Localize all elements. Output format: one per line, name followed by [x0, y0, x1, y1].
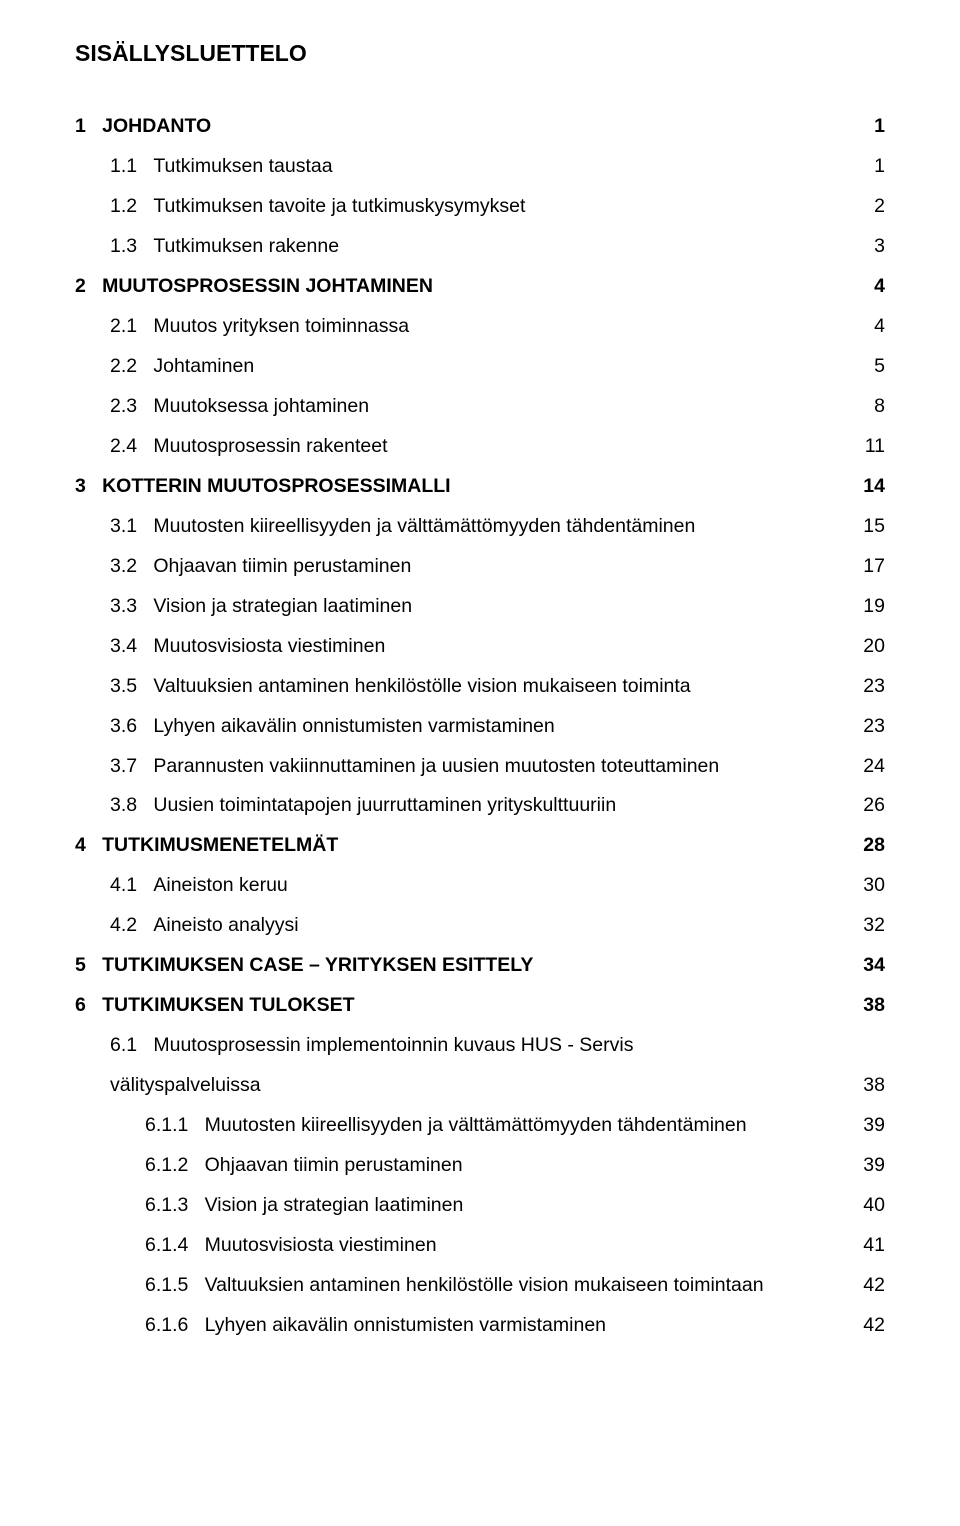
toc-entry[interactable]: 6.1.2 Ohjaavan tiimin perustaminen 39 [75, 1146, 885, 1186]
toc-entry[interactable]: 2.3 Muutoksessa johtaminen 8 [75, 387, 885, 427]
toc-entry-label: välityspalveluissa [110, 1066, 261, 1106]
toc-entry-page: 34 [863, 946, 885, 986]
toc-title: SISÄLLYSLUETTELO [75, 40, 885, 67]
toc-entry-label: 4.1 Aineiston keruu [110, 866, 288, 906]
toc-entry-label: 3.6 Lyhyen aikavälin onnistumisten varmi… [110, 707, 555, 747]
toc-entry-label: 1.3 Tutkimuksen rakenne [110, 227, 339, 267]
toc-entry-page: 42 [863, 1306, 885, 1346]
toc-entry-page: 8 [874, 387, 885, 427]
toc-entry-page: 11 [865, 427, 885, 467]
toc-entry-page: 1 [874, 107, 885, 147]
toc-entry-label: 5 TUTKIMUKSEN CASE – YRITYKSEN ESITTELY [75, 946, 533, 986]
toc-entry-page: 26 [863, 786, 885, 826]
toc-entry[interactable]: 4.2 Aineisto analyysi 32 [75, 906, 885, 946]
toc-entry-page: 2 [874, 187, 885, 227]
toc-entry-page: 40 [863, 1186, 885, 1226]
toc-entry[interactable]: 2.2 Johtaminen 5 [75, 347, 885, 387]
toc-entry-page: 15 [863, 507, 885, 547]
toc-entry[interactable]: 6.1.6 Lyhyen aikavälin onnistumisten var… [75, 1306, 885, 1346]
toc-entry[interactable]: 3.8 Uusien toimintatapojen juurruttamine… [75, 786, 885, 826]
toc-entry-page: 42 [863, 1266, 885, 1306]
toc-entry-label: 3.1 Muutosten kiireellisyyden ja välttäm… [110, 507, 695, 547]
toc-entry-label: 2.4 Muutosprosessin rakenteet [110, 427, 388, 467]
toc-entry-page: 39 [863, 1146, 885, 1186]
toc-entry[interactable]: 2.4 Muutosprosessin rakenteet 11 [75, 427, 885, 467]
toc-entry-label: 6.1.5 Valtuuksien antaminen henkilöstöll… [145, 1266, 764, 1306]
toc-entry-label: 2.1 Muutos yrityksen toiminnassa [110, 307, 409, 347]
toc-entry-page: 30 [863, 866, 885, 906]
toc-entry-label: 3 KOTTERIN MUUTOSPROSESSIMALLI [75, 467, 451, 507]
toc-entry[interactable]: 3.1 Muutosten kiireellisyyden ja välttäm… [75, 507, 885, 547]
toc-entry-page: 14 [863, 467, 885, 507]
toc-entry-page: 5 [874, 347, 885, 387]
toc-entry[interactable]: 3 KOTTERIN MUUTOSPROSESSIMALLI 14 [75, 467, 885, 507]
toc-entry-label: 3.2 Ohjaavan tiimin perustaminen [110, 547, 411, 587]
toc-entry-page: 17 [863, 547, 885, 587]
toc-entry[interactable]: välityspalveluissa 38 [75, 1066, 885, 1106]
toc-entry[interactable]: 2.1 Muutos yrityksen toiminnassa 4 [75, 307, 885, 347]
toc-entry-page: 4 [874, 307, 885, 347]
toc-entry-label: 3.3 Vision ja strategian laatiminen [110, 587, 412, 627]
toc-entry-page: 23 [863, 667, 885, 707]
toc-entry[interactable]: 2 MUUTOSPROSESSIN JOHTAMINEN 4 [75, 267, 885, 307]
toc-entry[interactable]: 3.7 Parannusten vakiinnuttaminen ja uusi… [75, 747, 885, 787]
toc-entry-label: 3.7 Parannusten vakiinnuttaminen ja uusi… [110, 747, 719, 787]
toc-entry-label: 3.8 Uusien toimintatapojen juurruttamine… [110, 786, 616, 826]
toc-entry[interactable]: 6.1.5 Valtuuksien antaminen henkilöstöll… [75, 1266, 885, 1306]
toc-entry-label: 3.5 Valtuuksien antaminen henkilöstölle … [110, 667, 691, 707]
toc-entry-page: 32 [863, 906, 885, 946]
toc-entry-page: 1 [874, 147, 885, 187]
toc-entry[interactable]: 6 TUTKIMUKSEN TULOKSET 38 [75, 986, 885, 1026]
toc-entry-page: 19 [863, 587, 885, 627]
toc-entry[interactable]: 1.1 Tutkimuksen taustaa 1 [75, 147, 885, 187]
toc-entry-label: 6.1.3 Vision ja strategian laatiminen [145, 1186, 463, 1226]
toc-entry-page: 20 [863, 627, 885, 667]
toc-entry-page: 23 [863, 707, 885, 747]
toc-entry[interactable]: 1 JOHDANTO 1 [75, 107, 885, 147]
toc-entry[interactable]: 4 TUTKIMUSMENETELMÄT 28 [75, 826, 885, 866]
toc-entry[interactable]: 5 TUTKIMUKSEN CASE – YRITYKSEN ESITTELY … [75, 946, 885, 986]
toc-entry-label: 1 JOHDANTO [75, 107, 211, 147]
toc-entry[interactable]: 6.1.3 Vision ja strategian laatiminen 40 [75, 1186, 885, 1226]
toc-entry-label: 3.4 Muutosvisiosta viestiminen [110, 627, 385, 667]
toc-entry-label: 1.2 Tutkimuksen tavoite ja tutkimuskysym… [110, 187, 525, 227]
toc-entry[interactable]: 3.2 Ohjaavan tiimin perustaminen 17 [75, 547, 885, 587]
toc-entry-label: 6.1.4 Muutosvisiosta viestiminen [145, 1226, 437, 1266]
toc-entry-page: 41 [863, 1226, 885, 1266]
toc-entry-page: 3 [874, 227, 885, 267]
toc-entry[interactable]: 1.2 Tutkimuksen tavoite ja tutkimuskysym… [75, 187, 885, 227]
toc-entry-page: 24 [863, 747, 885, 787]
toc-entry[interactable]: 3.3 Vision ja strategian laatiminen 19 [75, 587, 885, 627]
toc-entry[interactable]: 6.1.4 Muutosvisiosta viestiminen 41 [75, 1226, 885, 1266]
toc-entry-label: 2.2 Johtaminen [110, 347, 254, 387]
toc-entry-page: 4 [874, 267, 885, 307]
toc-entry-page: 28 [863, 826, 885, 866]
toc-entry-label: 1.1 Tutkimuksen taustaa [110, 147, 333, 187]
toc-entry-page: 38 [863, 986, 885, 1026]
toc-entry[interactable]: 4.1 Aineiston keruu 30 [75, 866, 885, 906]
toc-entry[interactable]: 3.4 Muutosvisiosta viestiminen 20 [75, 627, 885, 667]
toc-entry[interactable]: 6.1.1 Muutosten kiireellisyyden ja vältt… [75, 1106, 885, 1146]
page-container: SISÄLLYSLUETTELO 1 JOHDANTO 11.1 Tutkimu… [0, 0, 960, 1386]
toc-entry-label: 6.1.6 Lyhyen aikavälin onnistumisten var… [145, 1306, 606, 1346]
toc-entry-page: 39 [863, 1106, 885, 1146]
toc-list: 1 JOHDANTO 11.1 Tutkimuksen taustaa 11.2… [75, 107, 885, 1346]
toc-entry-label: 6.1.2 Ohjaavan tiimin perustaminen [145, 1146, 463, 1186]
toc-entry-label: 6.1 Muutosprosessin implementoinnin kuva… [110, 1026, 633, 1066]
toc-entry[interactable]: 3.5 Valtuuksien antaminen henkilöstölle … [75, 667, 885, 707]
toc-entry[interactable]: 1.3 Tutkimuksen rakenne 3 [75, 227, 885, 267]
toc-entry-label: 4 TUTKIMUSMENETELMÄT [75, 826, 338, 866]
toc-entry-label: 2.3 Muutoksessa johtaminen [110, 387, 369, 427]
toc-entry-label: 6 TUTKIMUKSEN TULOKSET [75, 986, 355, 1026]
toc-entry-label: 4.2 Aineisto analyysi [110, 906, 299, 946]
toc-entry-label: 2 MUUTOSPROSESSIN JOHTAMINEN [75, 267, 433, 307]
toc-entry-page: 38 [863, 1066, 885, 1106]
toc-entry[interactable]: 6.1 Muutosprosessin implementoinnin kuva… [75, 1026, 885, 1066]
toc-entry[interactable]: 3.6 Lyhyen aikavälin onnistumisten varmi… [75, 707, 885, 747]
toc-entry-label: 6.1.1 Muutosten kiireellisyyden ja vältt… [145, 1106, 747, 1146]
